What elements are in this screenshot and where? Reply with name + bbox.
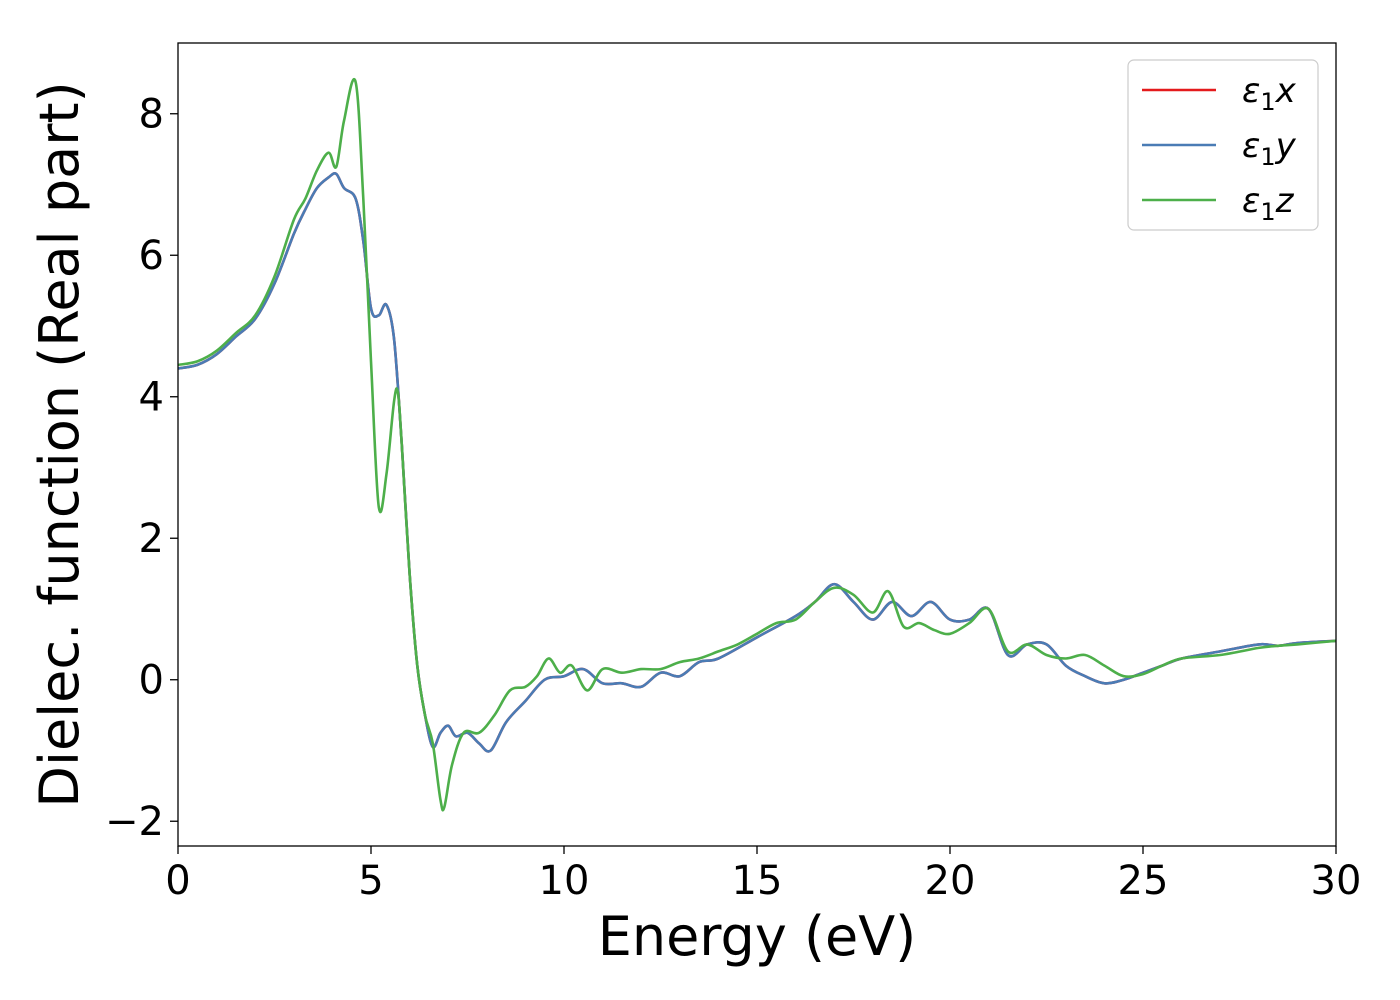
x-tick-label: 30 <box>1311 858 1362 904</box>
legend-box <box>1127 59 1319 231</box>
legend-entry-x: ε1x <box>1242 71 1297 116</box>
legend: ε1x ε1y ε1z <box>1127 59 1319 231</box>
x-tick-label: 5 <box>358 858 383 904</box>
y-tick-label: 0 <box>139 658 164 704</box>
x-axis-title: Energy (eV) <box>598 905 917 968</box>
y-axis-ticks: −2 0 2 4 6 8 <box>105 92 178 845</box>
y-tick-label: 2 <box>139 516 164 562</box>
y-tick-label: −2 <box>105 799 164 845</box>
x-tick-label: 20 <box>925 858 976 904</box>
y-tick-label: 6 <box>139 233 164 279</box>
legend-entry-y: ε1y <box>1242 126 1297 171</box>
y-axis-title: Dielec. function (Real part) <box>28 81 91 807</box>
x-tick-label: 15 <box>732 858 783 904</box>
series-line-y <box>177 172 1337 753</box>
x-axis-ticks: 0 5 10 15 20 25 30 <box>165 846 1361 904</box>
legend-entry-z: ε1z <box>1242 181 1295 226</box>
y-tick-label: 4 <box>139 375 164 421</box>
series-line-z <box>177 78 1337 812</box>
x-tick-label: 0 <box>165 858 190 904</box>
x-tick-label: 25 <box>1118 858 1169 904</box>
x-tick-label: 10 <box>539 858 590 904</box>
y-tick-label: 8 <box>139 92 164 138</box>
plot-lines <box>177 78 1337 812</box>
